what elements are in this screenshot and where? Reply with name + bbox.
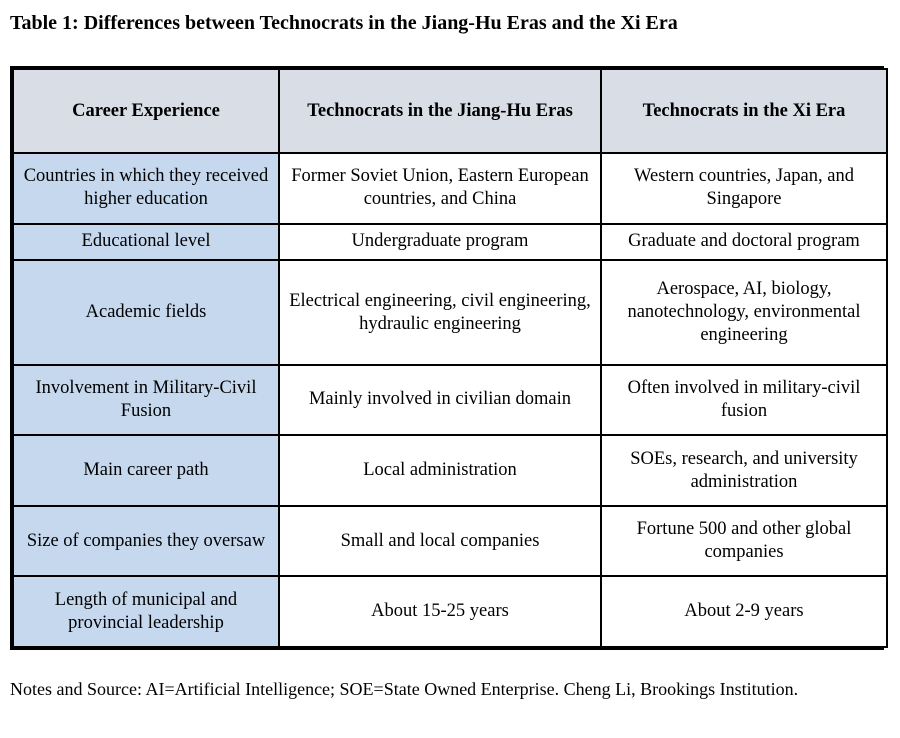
row-label: Length of municipal and provincial leade… <box>12 575 280 648</box>
row-label: Countries in which they received higher … <box>12 152 280 225</box>
xi-cell: Often involved in military-civil fusion <box>600 363 888 437</box>
table-row: Countries in which they received higher … <box>12 152 888 225</box>
header-career-experience: Career Experience <box>12 68 280 154</box>
header-row: Career Experience Technocrats in the Jia… <box>12 68 888 154</box>
comparison-table: Career Experience Technocrats in the Jia… <box>10 66 888 650</box>
jiang-hu-cell: Undergraduate program <box>278 222 602 262</box>
xi-cell: Fortune 500 and other global companies <box>600 504 888 578</box>
jiang-hu-cell: About 15-25 years <box>278 575 602 648</box>
table-row: Academic fields Electrical engineering, … <box>12 259 888 366</box>
table-row: Educational level Undergraduate program … <box>12 222 888 262</box>
jiang-hu-cell: Local administration <box>278 434 602 507</box>
xi-cell: Western countries, Japan, and Singapore <box>600 152 888 225</box>
jiang-hu-cell: Small and local companies <box>278 504 602 578</box>
table-row: Main career path Local administration SO… <box>12 434 888 507</box>
xi-cell: SOEs, research, and university administr… <box>600 434 888 507</box>
jiang-hu-cell: Electrical engineering, civil engineerin… <box>278 259 602 366</box>
table-title: Table 1: Differences between Technocrats… <box>10 12 678 34</box>
notes-and-source: Notes and Source: AI=Artificial Intellig… <box>10 679 799 699</box>
row-label: Academic fields <box>12 259 280 366</box>
xi-cell: About 2-9 years <box>600 575 888 648</box>
jiang-hu-cell: Former Soviet Union, Eastern European co… <box>278 152 602 225</box>
row-label: Main career path <box>12 434 280 507</box>
header-jiang-hu-eras: Technocrats in the Jiang-Hu Eras <box>278 68 602 154</box>
xi-cell: Graduate and doctoral program <box>600 222 888 262</box>
row-label: Involvement in Military-Civil Fusion <box>12 363 280 437</box>
header-xi-era: Technocrats in the Xi Era <box>600 68 888 154</box>
row-label: Size of companies they oversaw <box>12 504 280 578</box>
row-label: Educational level <box>12 222 280 262</box>
table-row: Size of companies they oversaw Small and… <box>12 504 888 578</box>
table-row: Length of municipal and provincial leade… <box>12 575 888 648</box>
table-row: Involvement in Military-Civil Fusion Mai… <box>12 363 888 437</box>
jiang-hu-cell: Mainly involved in civilian domain <box>278 363 602 437</box>
xi-cell: Aerospace, AI, biology, nanotechnology, … <box>600 259 888 366</box>
